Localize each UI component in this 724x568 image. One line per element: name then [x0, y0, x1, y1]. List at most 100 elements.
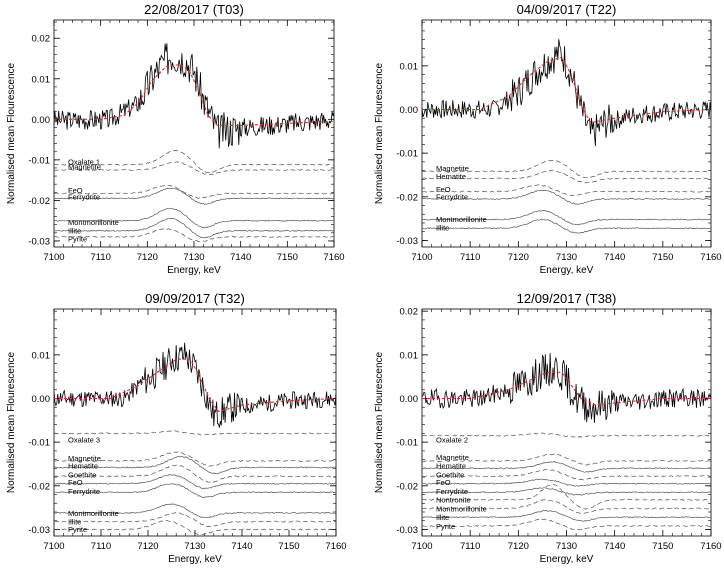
fit-line: [422, 56, 711, 124]
reference-spectrum-line: [54, 512, 336, 528]
y-tick-label: -0.01: [28, 155, 50, 166]
reference-spectrum-line: [54, 455, 336, 475]
reference-spectrum-line: [54, 503, 336, 519]
reference-label: Ferrydrite: [68, 487, 100, 496]
y-tick-label: -0.01: [28, 438, 50, 449]
reference-spectrum-line: [422, 189, 711, 205]
reference-label: FeO: [436, 478, 451, 487]
x-tick-label: 7130: [556, 541, 577, 552]
y-tick-label: 0.01: [400, 350, 419, 361]
reference-label: Magnetite: [436, 453, 469, 462]
y-tick-label: -0.03: [28, 236, 50, 247]
reference-spectrum-line: [54, 184, 334, 199]
y-tick-label: 0.01: [32, 74, 51, 85]
reference-spectrum-line: [422, 483, 711, 510]
y-tick-label: -0.03: [396, 525, 418, 536]
x-tick-label: 7130: [184, 541, 205, 552]
reference-spectrum-line: [422, 487, 711, 496]
y-tick-label: 0.01: [400, 61, 419, 72]
x-tick-label: 7130: [183, 252, 204, 263]
reference-spectrum-line: [422, 499, 711, 515]
reference-label: Ferrydrite: [436, 487, 468, 496]
y-tick-label: 0.01: [32, 350, 51, 361]
plot-area: [54, 342, 336, 535]
reference-label: Illite: [436, 224, 449, 233]
reference-label: Montmorillonite: [68, 509, 119, 518]
x-tick-label: 7150: [652, 541, 673, 552]
reference-spectrum-line: [422, 159, 711, 179]
reference-label: Pyrite: [68, 525, 87, 534]
reference-label: Hematite: [436, 172, 466, 181]
x-tick-label: 7160: [325, 541, 346, 552]
reference-spectrum-line: [54, 207, 334, 229]
measured-spectrum-line: [54, 342, 336, 428]
reference-spectrum-line: [422, 460, 711, 473]
reference-spectrum-line: [54, 474, 336, 490]
y-tick-label: -0.02: [396, 481, 418, 492]
y-axis-label: Normalised mean Flourescence: [374, 62, 385, 204]
reference-label: Nontronite: [436, 496, 471, 505]
x-tick-label: 7110: [91, 541, 111, 552]
reference-label: Illite: [436, 513, 449, 522]
reference-spectrum-line: [54, 451, 336, 467]
reference-label: FeO: [436, 185, 451, 194]
reference-label: FeO: [68, 478, 83, 487]
reference-spectrum-line: [422, 184, 711, 196]
chart-title: 22/08/2017 (T03): [144, 2, 244, 17]
x-tick-label: 7140: [230, 252, 251, 263]
reference-label: Ferrydrite: [68, 193, 100, 202]
y-tick-label: 0.02: [400, 307, 419, 318]
x-tick-label: 7100: [43, 541, 64, 552]
x-tick-label: 7120: [508, 541, 529, 552]
x-tick-label: 7110: [460, 541, 480, 552]
x-tick-label: 7150: [277, 252, 298, 263]
reference-label: Pyrite: [436, 522, 455, 531]
x-tick-label: 7140: [604, 541, 625, 552]
x-tick-label: 7100: [411, 252, 432, 263]
chart-panel-2: 04/09/2017 (T22) 7100 7110 7120 7130 7140 7150…: [374, 2, 722, 276]
reference-spectrum-line: [422, 518, 711, 531]
x-tick-label: 7160: [323, 252, 344, 263]
x-tick-label: 7120: [137, 252, 158, 263]
y-tick-label: -0.03: [28, 525, 50, 536]
plot-frame: [421, 19, 712, 248]
reference-spectrum-line: [54, 150, 334, 174]
reference-spectrum-line: [422, 453, 711, 466]
reference-label: Montmorillonite: [436, 504, 487, 513]
reference-label: Ferrydrite: [436, 192, 468, 201]
y-tick-label: 0.00: [400, 394, 419, 405]
chart-panel-1: 22/08/2017 (T03) 7100 7110 7120 7130 7140 7150…: [6, 2, 345, 276]
reference-label: Magnetite: [436, 164, 469, 173]
reference-label: Hematite: [436, 462, 466, 471]
reference-label: Pyrite: [68, 234, 87, 243]
measured-spectrum-line: [422, 353, 711, 423]
reference-spectrum-line: [422, 478, 711, 487]
y-tick-label: -0.01: [396, 438, 418, 449]
plot-frame: [53, 308, 337, 537]
chart-title: 09/09/2017 (T32): [145, 291, 245, 306]
x-tick-label: 7160: [700, 252, 721, 263]
plot-frame: [53, 19, 335, 248]
x-tick-label: 7110: [460, 252, 480, 263]
x-tick-label: 7140: [604, 252, 625, 263]
x-tick-label: 7160: [700, 541, 721, 552]
reference-label: Oxalate 3: [68, 435, 100, 444]
reference-spectrum-line: [54, 430, 336, 436]
x-tick-label: 7120: [137, 541, 158, 552]
y-tick-label: -0.01: [396, 149, 418, 160]
x-axis-label: Energy, keV: [167, 265, 221, 276]
reference-label: FeO: [68, 186, 83, 195]
x-tick-label: 7140: [231, 541, 252, 552]
reference-spectrum-line: [422, 210, 711, 226]
chart-title: 04/09/2017 (T22): [517, 2, 617, 17]
plot-area: [422, 353, 711, 531]
y-tick-label: 0.00: [400, 105, 419, 116]
reference-label: Oxalate 1: [68, 157, 100, 166]
reference-spectrum-line: [54, 161, 334, 176]
reference-spectrum-line: [422, 509, 711, 522]
x-axis-label: Energy, keV: [540, 554, 594, 565]
y-tick-label: 0.02: [32, 34, 51, 45]
chart-title: 12/09/2017 (T38): [517, 291, 617, 306]
reference-label: Magnetite: [68, 454, 101, 463]
